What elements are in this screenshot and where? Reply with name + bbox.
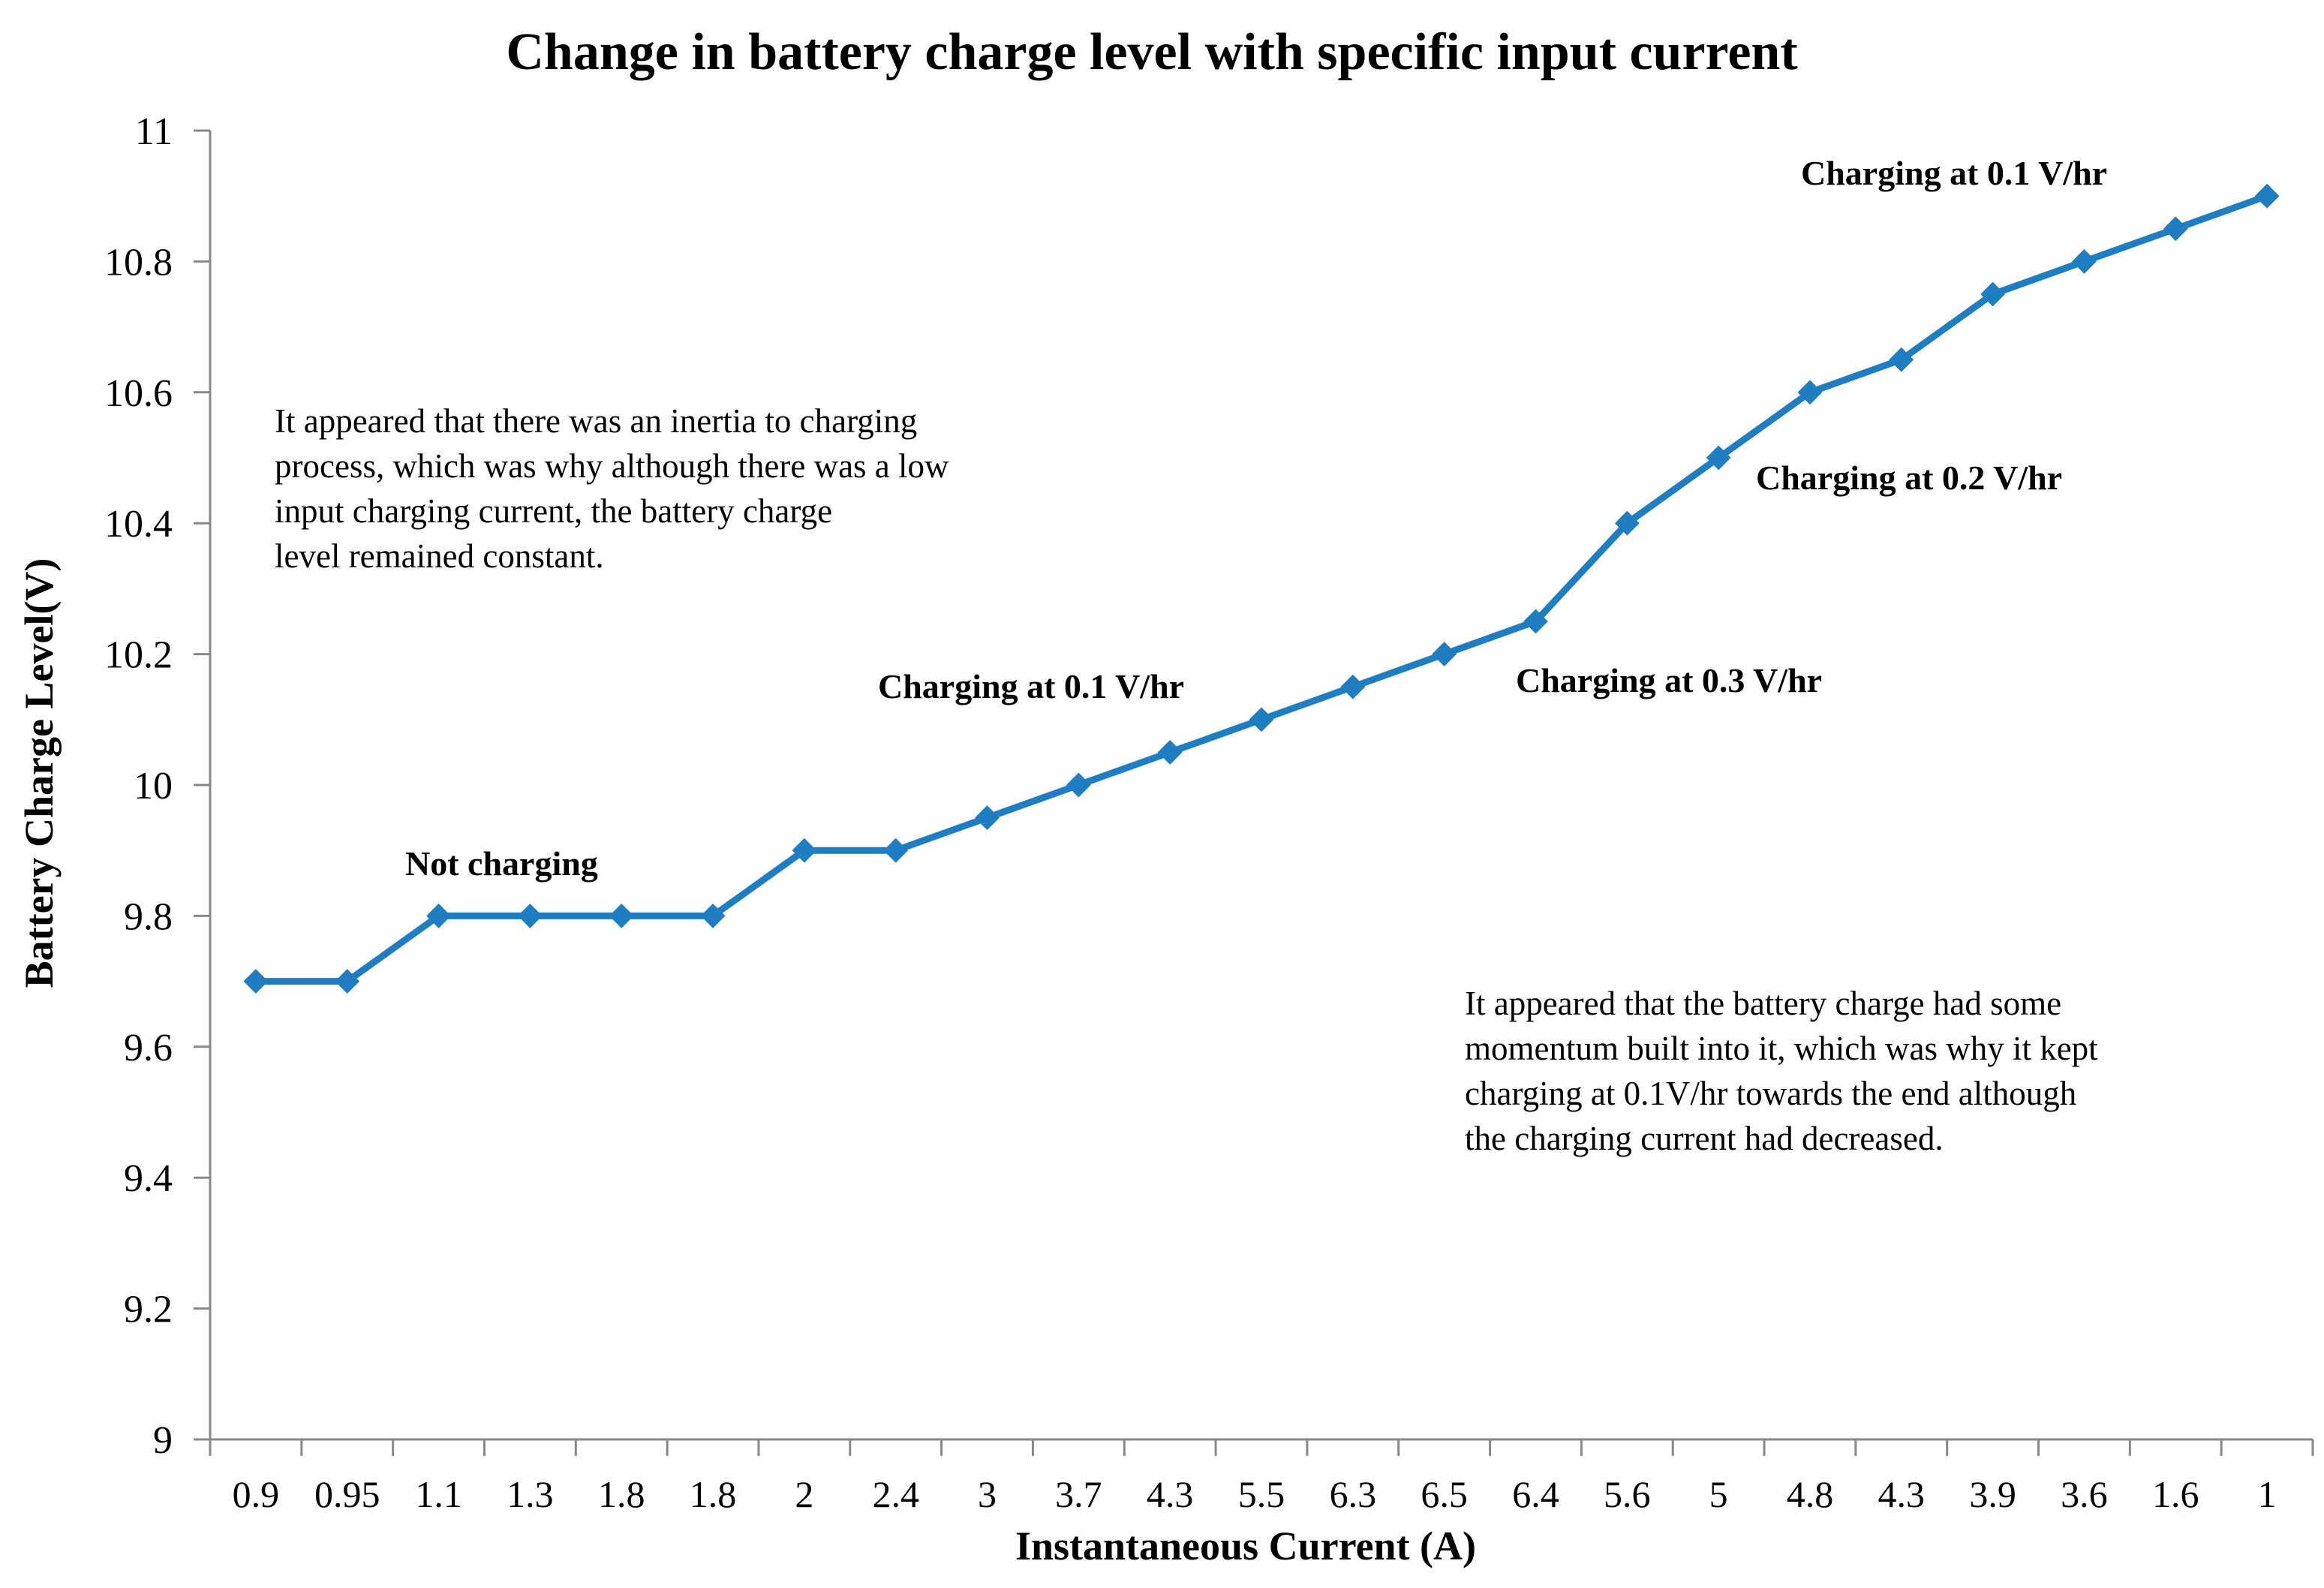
note-momentum-line: momentum built into it, which was why it… — [1465, 1030, 2098, 1067]
x-tick-label: 3.6 — [2061, 1473, 2108, 1515]
series-layer — [243, 183, 2280, 994]
note-inertia-line: process, which was why although there wa… — [275, 447, 949, 485]
x-tick-label: 3 — [978, 1473, 997, 1515]
x-tick-label: 1.8 — [598, 1473, 645, 1515]
x-tick-label: 2 — [795, 1473, 813, 1515]
data-point-marker — [1066, 772, 1091, 798]
note-momentum-line: It appeared that the battery charge had … — [1465, 985, 2061, 1022]
data-point-marker — [609, 903, 634, 928]
y-tick-label: 10.6 — [104, 372, 173, 415]
note-inertia-line: level remained constant. — [275, 537, 604, 575]
y-tick-label: 9.2 — [124, 1289, 173, 1331]
x-tick-label: 5.5 — [1238, 1473, 1285, 1515]
data-point-marker — [1157, 739, 1183, 765]
data-point-marker — [1432, 642, 1457, 667]
note-inertia-line: input charging current, the battery char… — [275, 492, 832, 530]
y-tick-label: 10 — [134, 765, 173, 808]
chart-title: Change in battery charge level with spec… — [506, 23, 1797, 81]
x-tick-label: 5.6 — [1604, 1473, 1651, 1515]
y-tick-label: 9.6 — [124, 1027, 173, 1069]
x-tick-label: 2.4 — [872, 1473, 919, 1515]
data-point-marker — [792, 838, 817, 863]
data-point-marker — [1980, 281, 2006, 307]
data-point-marker — [243, 969, 269, 994]
x-tick-label: 1.8 — [690, 1473, 737, 1515]
x-tick-label: 3.7 — [1055, 1473, 1102, 1515]
y-tick-label: 10.8 — [104, 241, 173, 284]
x-tick-label: 0.9 — [233, 1473, 280, 1515]
annotation-not-charging: Not charging — [405, 844, 598, 883]
data-point-marker — [426, 903, 451, 928]
annotation-charging-0-2: Charging at 0.2 V/hr — [1756, 459, 2062, 497]
x-axis-title: Instantaneous Current (A) — [1015, 1523, 1476, 1568]
x-tick-label: 1.3 — [507, 1473, 554, 1515]
annotation-charging-0-3: Charging at 0.3 V/hr — [1516, 661, 1822, 699]
x-axis-ticks: 0.9 0.95 1.1 1.3 1.8 1.8 2 2.4 3 3.7 4.3 5.5 6.3 6.5 6… — [209, 1439, 2314, 1515]
data-point-marker — [2072, 248, 2097, 274]
axes — [209, 131, 2313, 1441]
annotation-layer: Not charging Charging at 0.1 V/hr Chargi… — [405, 154, 2107, 883]
y-tick-label: 11 — [135, 110, 173, 153]
data-point-marker — [1706, 445, 1731, 471]
note-momentum-line: the charging current had decreased. — [1465, 1120, 1944, 1157]
annotation-charging-0-1-end: Charging at 0.1 V/hr — [1801, 154, 2107, 192]
x-tick-label: 6.4 — [1512, 1473, 1559, 1515]
data-point-marker — [975, 805, 1000, 831]
x-tick-label: 6.3 — [1330, 1473, 1377, 1515]
note-momentum: It appeared that the battery charge had … — [1465, 985, 2098, 1157]
data-point-marker — [1797, 380, 1823, 405]
data-point-marker — [1889, 347, 1914, 372]
x-tick-label: 0.95 — [314, 1473, 380, 1515]
x-tick-label: 3.9 — [1969, 1473, 2016, 1515]
data-point-marker — [883, 838, 909, 863]
x-tick-label: 1.6 — [2152, 1473, 2199, 1515]
y-tick-label: 10.2 — [104, 634, 173, 677]
data-point-marker — [700, 903, 726, 928]
data-point-marker — [2254, 183, 2280, 209]
data-point-marker — [517, 903, 543, 928]
note-momentum-line: charging at 0.1V/hr towards the end alth… — [1465, 1075, 2076, 1112]
x-tick-label: 1.1 — [415, 1473, 462, 1515]
y-tick-label: 9 — [153, 1419, 173, 1462]
annotation-charging-0-1-first: Charging at 0.1 V/hr — [878, 667, 1184, 705]
x-tick-label: 4.3 — [1878, 1473, 1926, 1515]
data-point-marker — [1340, 674, 1366, 699]
x-tick-label: 4.3 — [1147, 1473, 1194, 1515]
y-tick-label: 9.8 — [124, 895, 173, 938]
x-tick-label: 4.8 — [1787, 1473, 1834, 1515]
data-point-marker — [1523, 609, 1548, 634]
data-point-marker — [1249, 707, 1274, 732]
x-tick-label: 5 — [1709, 1473, 1728, 1515]
y-tick-label: 10.4 — [104, 503, 173, 546]
x-tick-label: 1 — [2258, 1473, 2277, 1515]
y-tick-label: 9.4 — [124, 1157, 173, 1200]
data-point-marker — [335, 969, 360, 994]
y-axis-ticks: 9 9.2 9.4 9.6 9.8 10 10.2 10.4 10.6 10.8 11 — [104, 110, 210, 1462]
data-point-marker — [2163, 216, 2188, 242]
x-tick-label: 6.5 — [1421, 1473, 1468, 1515]
note-inertia-line: It appeared that there was an inertia to… — [275, 402, 917, 440]
y-axis-title: Battery Charge Level(V) — [17, 558, 62, 988]
data-point-marker — [1614, 510, 1640, 536]
note-inertia: It appeared that there was an inertia to… — [275, 402, 949, 575]
